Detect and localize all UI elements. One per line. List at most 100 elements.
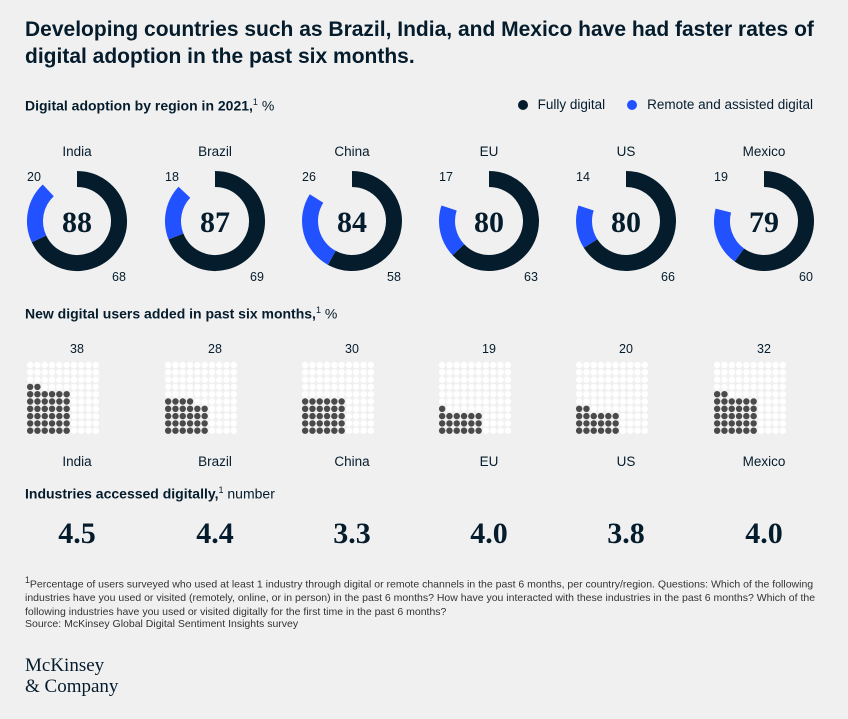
- dot-empty: [743, 391, 750, 398]
- dot-filled: [172, 405, 179, 412]
- donut-region-label-brazil: Brazil: [198, 144, 232, 159]
- dot-empty: [230, 369, 238, 376]
- dot-empty: [765, 412, 772, 420]
- dot-empty: [92, 427, 100, 434]
- dot-empty: [230, 383, 238, 391]
- dot-filled: [164, 405, 172, 412]
- dot-grid-charts: 38 India 28 Brazil 30 China 19 EU 20 US 32 Mexico: [26, 342, 787, 469]
- dot-filled: [590, 412, 597, 420]
- dot-filled: [728, 427, 735, 434]
- dot-empty: [446, 391, 453, 398]
- dot-empty: [605, 391, 612, 398]
- dot-empty: [70, 383, 78, 391]
- donut-fully-value-india: 68: [112, 270, 126, 284]
- dot-empty: [56, 369, 63, 376]
- dot-filled: [743, 412, 750, 420]
- legend-item-fully-digital: Fully digital: [517, 97, 605, 112]
- dot-empty: [345, 420, 353, 427]
- dot-empty: [497, 369, 504, 376]
- dot-empty: [779, 405, 787, 412]
- new-users-value-eu: 19: [482, 342, 496, 356]
- dot-empty: [78, 361, 85, 369]
- dot-empty: [345, 412, 353, 420]
- industries-value-mexico: 4.0: [745, 517, 783, 550]
- dot-empty: [56, 376, 63, 383]
- dot-empty: [331, 391, 338, 398]
- dot-empty: [194, 376, 201, 383]
- dot-empty: [85, 383, 92, 391]
- dot-empty: [309, 383, 316, 391]
- dot-empty: [92, 391, 100, 398]
- dot-empty: [497, 398, 504, 405]
- dot-empty: [353, 398, 360, 405]
- dot-empty: [316, 376, 323, 383]
- dot-filled: [172, 420, 179, 427]
- dot-empty: [438, 361, 446, 369]
- dot-filled: [194, 420, 201, 427]
- dot-empty: [208, 420, 216, 427]
- donut-remote-value-us: 14: [576, 170, 590, 184]
- dot-empty: [504, 383, 512, 391]
- dot-empty: [453, 398, 460, 405]
- dot-filled: [56, 391, 63, 398]
- dot-empty: [497, 376, 504, 383]
- dot-empty: [765, 369, 772, 376]
- dot-filled: [201, 420, 208, 427]
- dot-empty: [208, 427, 216, 434]
- dot-filled: [63, 420, 70, 427]
- dot-empty: [779, 427, 787, 434]
- dot-empty: [490, 361, 497, 369]
- dot-filled: [728, 412, 735, 420]
- dot-filled: [41, 420, 48, 427]
- dot-empty: [179, 376, 186, 383]
- dot-empty: [208, 376, 216, 383]
- dot-filled: [172, 398, 179, 405]
- dot-filled: [179, 398, 186, 405]
- dot-empty: [765, 405, 772, 412]
- dot-filled: [583, 420, 590, 427]
- dot-empty: [490, 391, 497, 398]
- dot-filled: [728, 398, 735, 405]
- dot-empty: [765, 398, 772, 405]
- dot-empty: [772, 376, 779, 383]
- dot-empty: [172, 391, 179, 398]
- dot-empty: [721, 383, 728, 391]
- dot-empty: [482, 412, 490, 420]
- dot-empty: [367, 383, 375, 391]
- dot-empty: [735, 369, 743, 376]
- dot-filled: [583, 405, 590, 412]
- dot-empty: [482, 376, 490, 383]
- dot-filled: [743, 427, 750, 434]
- dot-empty: [179, 361, 186, 369]
- dot-grid-region-label-mexico: Mexico: [743, 454, 786, 469]
- dot-empty: [490, 420, 497, 427]
- dot-empty: [34, 376, 41, 383]
- dot-empty: [186, 369, 194, 376]
- mckinsey-logo: McKinsey & Company: [25, 655, 118, 697]
- dot-empty: [504, 412, 512, 420]
- dot-filled: [26, 398, 34, 405]
- dot-empty: [627, 405, 634, 412]
- dot-empty: [194, 391, 201, 398]
- donut-arc-remote-assisted-us: [576, 205, 598, 248]
- dot-empty: [70, 398, 78, 405]
- dot-filled: [309, 405, 316, 412]
- donut-arc-fully-digital-us: [583, 171, 676, 271]
- dot-empty: [772, 383, 779, 391]
- new-users-section-title: New digital users added in past six mont…: [25, 305, 316, 322]
- dot-empty: [367, 412, 375, 420]
- donut-fully-value-eu: 63: [524, 270, 538, 284]
- dot-filled: [575, 420, 583, 427]
- dot-empty: [186, 391, 194, 398]
- dot-filled: [194, 405, 201, 412]
- dot-empty: [164, 383, 172, 391]
- dot-filled: [164, 398, 172, 405]
- dot-empty: [301, 391, 309, 398]
- dot-filled: [721, 412, 728, 420]
- dot-empty: [597, 376, 605, 383]
- dot-empty: [208, 391, 216, 398]
- dot-empty: [627, 391, 634, 398]
- dot-filled: [438, 427, 446, 434]
- dot-filled: [735, 412, 743, 420]
- dot-filled: [186, 398, 194, 405]
